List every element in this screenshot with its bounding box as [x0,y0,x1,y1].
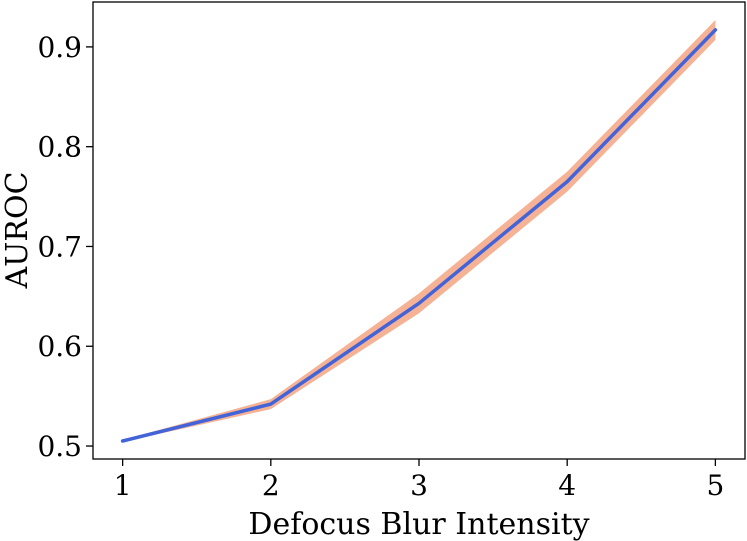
data-point [269,402,272,406]
data-point [714,28,717,32]
y-tick-label: 0.8 [37,131,82,164]
data-point [566,180,569,183]
data-point [121,439,124,443]
x-axis-title: Defocus Blur Intensity [248,507,589,541]
y-tick-label: 0.9 [37,31,82,64]
data-point [417,302,421,305]
plot-layer [120,20,718,443]
y-tick-label: 0.7 [37,230,82,263]
y-tick-label: 0.5 [37,430,82,463]
x-tick-label: 1 [114,469,132,502]
x-axis-ticks: 1 2 3 4 5 [114,459,724,502]
plot-frame [92,1,746,460]
y-tick-label: 0.6 [37,330,82,363]
confidence-band [122,20,716,442]
x-tick-label: 3 [410,469,428,502]
x-tick-label: 2 [262,469,280,502]
auroc-series-line [120,28,718,443]
y-axis-ticks: 0.5 0.6 0.7 0.8 0.9 [37,31,93,463]
y-axis-title: AUROC [0,171,35,289]
x-tick-label: 5 [706,469,724,502]
x-tick-label: 4 [558,469,576,502]
